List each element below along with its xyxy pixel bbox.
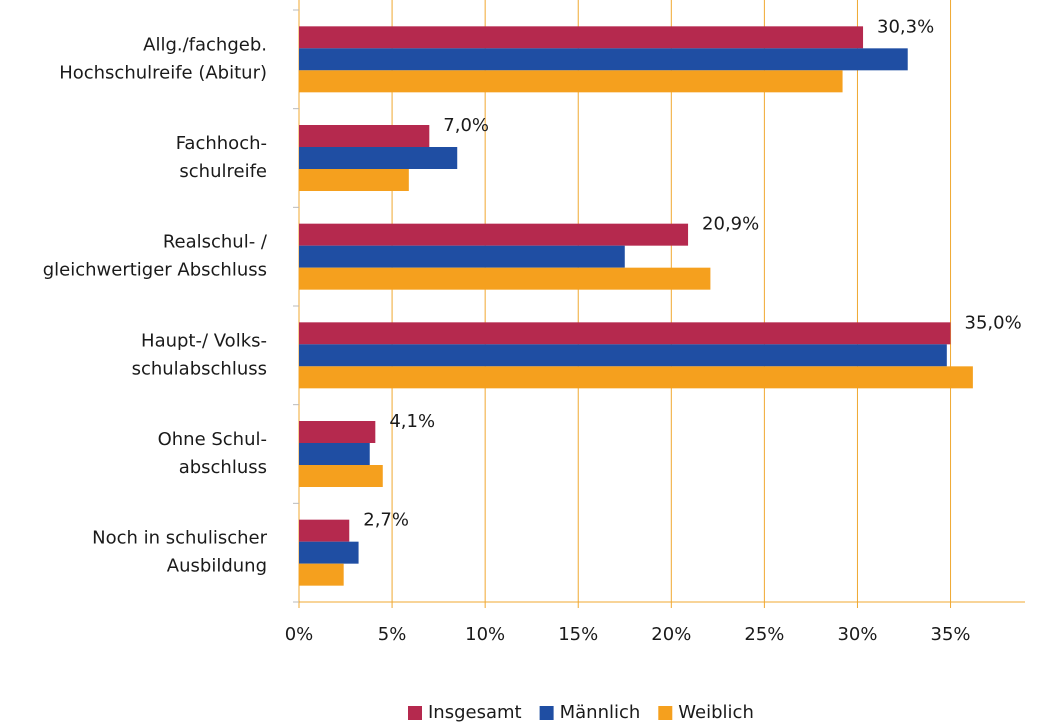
x-tick-label: 35% <box>931 624 971 645</box>
bar <box>299 465 383 487</box>
legend-label: Insgesamt <box>428 702 522 723</box>
bar <box>299 26 864 49</box>
y-tick-label: Ohne Schul-abschluss <box>158 429 267 478</box>
bar <box>299 563 344 586</box>
y-tick-label: Noch in schulischer Ausbildung <box>92 528 267 577</box>
value-label: 4,1% <box>389 411 435 432</box>
bar <box>299 421 376 443</box>
bar <box>299 267 711 290</box>
legend-label: Weiblich <box>678 702 754 723</box>
legend-label: Männlich <box>560 702 641 723</box>
y-tick-label: Realschul- / gleichwertiger Abschluss <box>43 232 268 281</box>
bar <box>299 48 908 71</box>
y-tick-label: Haupt-/ Volks-schulabschluss <box>132 330 267 379</box>
bar <box>299 322 951 345</box>
x-tick-label: 0% <box>285 624 314 645</box>
bar <box>299 541 359 564</box>
value-label: 7,0% <box>443 115 489 136</box>
value-label: 35,0% <box>965 312 1022 333</box>
bar <box>299 366 973 389</box>
bar <box>299 125 430 147</box>
y-tick-label: Allg./fachgeb. Hochschulreife (Abitur) <box>59 34 267 83</box>
bar <box>299 443 370 465</box>
bar <box>299 169 409 191</box>
bar <box>299 70 843 93</box>
bar <box>299 147 458 169</box>
value-label: 30,3% <box>877 16 934 37</box>
x-tick-label: 15% <box>558 624 598 645</box>
x-tick-label: 25% <box>744 624 784 645</box>
x-tick-label: 5% <box>378 624 407 645</box>
y-tick-label: Fachhoch-schulreife <box>176 133 267 182</box>
x-tick-label: 20% <box>651 624 691 645</box>
value-label: 2,7% <box>363 510 409 531</box>
x-tick-label: 30% <box>837 624 877 645</box>
bar <box>299 245 625 268</box>
bar <box>299 519 350 542</box>
legend-swatch <box>408 706 422 720</box>
x-tick-label: 10% <box>465 624 505 645</box>
value-label: 20,9% <box>702 214 759 235</box>
legend-swatch <box>658 706 673 720</box>
bar <box>299 223 689 246</box>
bar <box>299 344 947 367</box>
legend-swatch <box>539 706 554 720</box>
